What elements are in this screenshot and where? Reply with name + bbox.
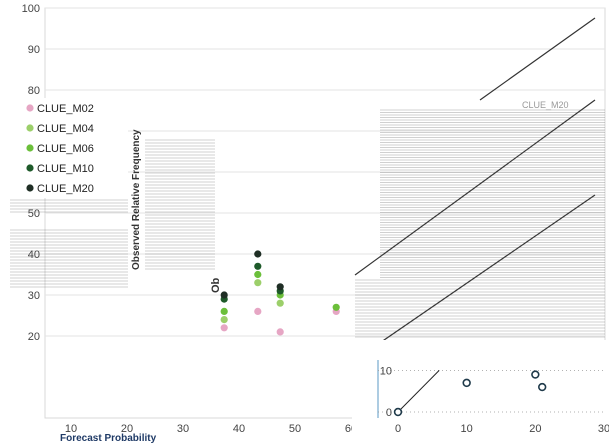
- data-point: [254, 307, 262, 315]
- inset-x-tick-label: 0: [395, 423, 401, 435]
- legend-marker: [26, 124, 34, 132]
- y-tick-labels: 1009080706050403020: [22, 3, 40, 343]
- legend-label: CLUE_M04: [37, 123, 94, 135]
- data-point: [276, 299, 284, 307]
- legend-fragment-label: CLUE_M20: [522, 100, 569, 110]
- inset-markers: [393, 370, 547, 417]
- y-axis-title: Observed Relative Frequency: [131, 129, 142, 270]
- inset-data-point: [531, 370, 540, 379]
- inset-chart: 0 10 0 10 20 30: [352, 340, 609, 443]
- data-point: [220, 316, 228, 324]
- legend: CLUE_M02 CLUE_M04 CLUE_M06 CLUE_M10 CLUE_M20: [8, 98, 128, 198]
- inset-y-tick-label: 0: [386, 407, 392, 419]
- inset-data-point: [462, 378, 471, 388]
- data-point: [254, 262, 262, 270]
- data-point: [220, 291, 228, 299]
- legend-marker: [26, 164, 34, 172]
- y-tick-label: 40: [28, 249, 40, 261]
- data-point: [276, 328, 284, 336]
- y-tick-label: 100: [22, 3, 40, 15]
- y-tick-label: 90: [28, 44, 40, 56]
- data-point: [254, 270, 262, 279]
- legend-marker: [26, 184, 34, 192]
- y-tick-label: 20: [28, 331, 40, 343]
- x-tick-label: 10: [65, 423, 77, 435]
- legend-marker: [26, 104, 34, 112]
- data-point: [276, 283, 284, 291]
- x-tick-label: 30: [177, 423, 189, 435]
- render-glitch-bands: [10, 103, 605, 338]
- legend-label: CLUE_M02: [37, 103, 94, 115]
- inset-y-tick-label: 10: [380, 365, 392, 377]
- inset-x-tick-label: 30: [598, 423, 609, 435]
- legend-label: CLUE_M10: [37, 163, 94, 175]
- inset-reference-line: [397, 370, 440, 413]
- y-tick-label: 30: [28, 290, 40, 302]
- reference-line: [479, 17, 596, 101]
- x-tick-label: 40: [233, 423, 245, 435]
- inset-tick-labels: 0 10 0 10 20 30: [380, 365, 609, 435]
- legend-marker: [26, 144, 34, 152]
- inset-frame: [352, 340, 609, 443]
- series-markers: [220, 250, 340, 336]
- y-tick-label: 80: [28, 85, 40, 97]
- gridlines: [45, 7, 605, 337]
- inset-x-tick-label: 20: [529, 423, 541, 435]
- data-point: [254, 279, 262, 287]
- x-tick-label: 50: [289, 423, 301, 435]
- x-axis-title: Forecast Probability: [60, 433, 157, 443]
- y-tick-label: 50: [28, 208, 40, 220]
- data-point: [332, 303, 340, 311]
- data-point: [254, 250, 262, 258]
- x-tick-label: 20: [121, 423, 133, 435]
- inset-gridlines: [378, 369, 604, 413]
- data-point: [220, 307, 228, 315]
- inset-x-tick-label: 10: [461, 423, 473, 435]
- inset-data-point: [537, 382, 547, 392]
- inset-data-point: [393, 407, 403, 417]
- observed-fragment-label: Ob: [210, 277, 222, 293]
- data-point: [220, 324, 228, 332]
- legend-label: CLUE_M20: [37, 183, 94, 195]
- legend-label: CLUE_M06: [37, 143, 94, 155]
